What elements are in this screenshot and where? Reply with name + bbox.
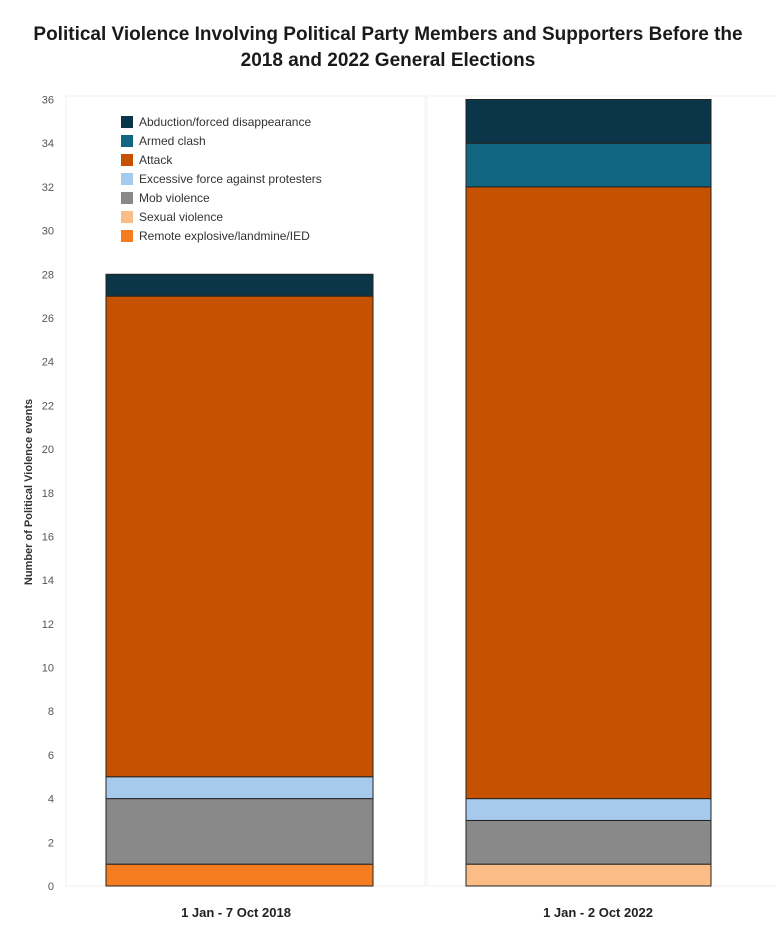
legend-label: Remote explosive/landmine/IED [139, 229, 310, 243]
bar-segment-mob-violence-1 [105, 798, 374, 865]
y-tick-label: 2 [48, 837, 54, 849]
bar-segment-abduction-forced-disappearance-1 [105, 273, 374, 297]
legend-label: Mob violence [139, 191, 210, 205]
bar-segment-sexual-violence-2 [465, 863, 712, 887]
y-tick-label: 32 [42, 182, 54, 194]
legend-swatch-armed-clash [121, 135, 133, 147]
y-tick-label: 16 [42, 531, 54, 543]
legend-label: Armed clash [139, 134, 206, 148]
x-category-label: 1 Jan - 2 Oct 2022 [543, 905, 653, 920]
y-tick-label: 26 [42, 313, 54, 325]
y-tick-label: 12 [42, 619, 54, 631]
y-tick-label: 4 [48, 794, 54, 806]
legend: Abduction/forced disappearance Armed clas… [121, 115, 322, 243]
bar-segment-armed-clash-2 [465, 142, 712, 188]
legend-swatch-remote-explosive-landmine-ied [121, 230, 133, 242]
legend-swatch-abduction-forced-disappearance [121, 116, 133, 128]
y-tick-label: 36 [42, 95, 54, 107]
y-tick-label: 30 [42, 226, 54, 238]
y-tick-label: 28 [42, 269, 54, 281]
bar-segment-abduction-forced-disappearance-2 [465, 99, 712, 144]
y-axis-label: Number of Political Violence events [23, 399, 35, 585]
legend-label: Sexual violence [139, 210, 223, 224]
x-axis-categories: 1 Jan - 7 Oct 2018 1 Jan - 2 Oct 2022 [181, 905, 653, 920]
y-tick-label: 18 [42, 488, 54, 500]
y-tick-label: 8 [48, 706, 54, 718]
legend-swatch-sexual-violence [121, 211, 133, 223]
bar-segment-excessive-force-against-protesters-1 [105, 776, 374, 800]
bar-segment-remote-explosive-landmine-ied-1 [105, 863, 374, 887]
chart-title-line-2: 2018 and 2022 General Elections [240, 50, 536, 71]
bar-segment-attack-2 [465, 186, 712, 800]
y-tick-label: 0 [48, 881, 54, 893]
bar-segment-mob-violence-2 [465, 819, 712, 865]
y-tick-label: 24 [42, 357, 54, 369]
y-tick-label: 34 [42, 138, 54, 150]
legend-swatch-excessive-force-against-protesters [121, 173, 133, 185]
chart-title: Political Violence Involving Political P… [0, 22, 776, 74]
y-tick-label: 10 [42, 663, 54, 675]
legend-label: Attack [139, 153, 173, 167]
y-tick-label: 20 [42, 444, 54, 456]
y-tick-label: 14 [42, 575, 54, 587]
legend-label: Excessive force against protesters [139, 172, 322, 186]
bars-group [105, 99, 712, 887]
bar-segment-attack-1 [105, 295, 374, 778]
legend-swatch-attack [121, 154, 133, 166]
bar-segment-excessive-force-against-protesters-2 [465, 798, 712, 821]
chart-title-line-1: Political Violence Involving Political P… [33, 24, 743, 45]
x-category-label: 1 Jan - 7 Oct 2018 [181, 905, 291, 920]
y-tick-label: 22 [42, 400, 54, 412]
legend-swatch-mob-violence [121, 192, 133, 204]
y-tick-label: 6 [48, 750, 54, 762]
legend-label: Abduction/forced disappearance [139, 115, 311, 129]
